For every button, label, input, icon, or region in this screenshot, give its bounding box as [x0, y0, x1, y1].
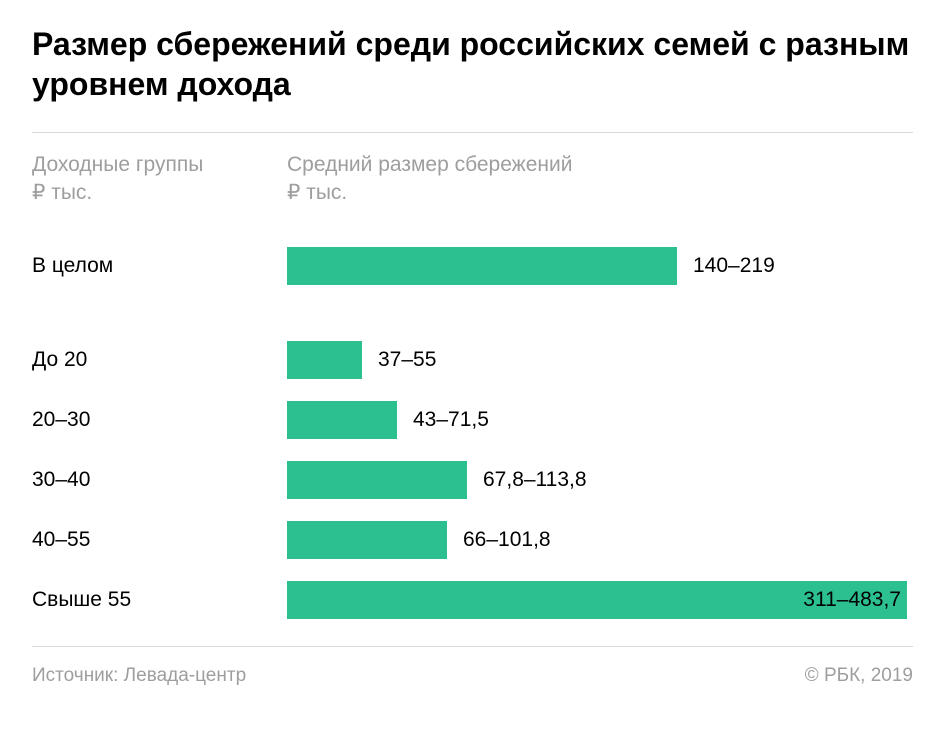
bar-value: 140–219	[693, 254, 775, 278]
header-left-line1: Доходные группы	[32, 151, 287, 179]
bar	[287, 401, 397, 439]
chart-row: До 20 37–55	[32, 330, 913, 390]
footer: Источник: Левада-центр © РБК, 2019	[32, 665, 913, 687]
bar-value: 43–71,5	[413, 408, 489, 432]
row-label: Свыше 55	[32, 588, 287, 612]
bar	[287, 247, 677, 285]
header-left-line2: ₽ тыс.	[32, 179, 287, 207]
bar-value: 66–101,8	[463, 528, 551, 552]
bar-wrap: 37–55	[287, 330, 913, 390]
row-label: 40–55	[32, 528, 287, 552]
divider-bottom	[32, 646, 913, 647]
bar-wrap: 66–101,8	[287, 510, 913, 570]
chart-title: Размер сбережений среди российских семей…	[32, 24, 913, 104]
chart-row: Свыше 55 311–483,7	[32, 570, 913, 630]
row-label: 30–40	[32, 468, 287, 492]
chart-rows: В целом 140–219 До 20 37–55 20–30 43–71,5 30–4…	[32, 232, 913, 646]
bar	[287, 341, 362, 379]
copyright-text: © РБК, 2019	[805, 665, 913, 687]
header-right-line1: Средний размер сбережений	[287, 151, 572, 179]
header-right: Средний размер сбережений ₽ тыс.	[287, 151, 572, 208]
row-label: 20–30	[32, 408, 287, 432]
row-label: В целом	[32, 254, 287, 278]
divider-top	[32, 132, 913, 133]
bar-wrap: 140–219	[287, 232, 913, 300]
bar-wrap: 67,8–113,8	[287, 450, 913, 510]
bar-value: 67,8–113,8	[483, 468, 587, 492]
header-left: Доходные группы ₽ тыс.	[32, 151, 287, 208]
bar-wrap: 311–483,7	[287, 570, 913, 630]
bar	[287, 521, 447, 559]
chart-row: 40–55 66–101,8	[32, 510, 913, 570]
chart-row: В целом 140–219	[32, 232, 913, 300]
header-right-line2: ₽ тыс.	[287, 179, 572, 207]
column-headers: Доходные группы ₽ тыс. Средний размер сб…	[32, 151, 913, 208]
row-label: До 20	[32, 348, 287, 372]
bar-value: 37–55	[378, 348, 436, 372]
chart-row: 30–40 67,8–113,8	[32, 450, 913, 510]
bar	[287, 461, 467, 499]
source-text: Источник: Левада-центр	[32, 665, 246, 687]
chart-row: 20–30 43–71,5	[32, 390, 913, 450]
bar-wrap: 43–71,5	[287, 390, 913, 450]
bar-value: 311–483,7	[803, 588, 901, 612]
